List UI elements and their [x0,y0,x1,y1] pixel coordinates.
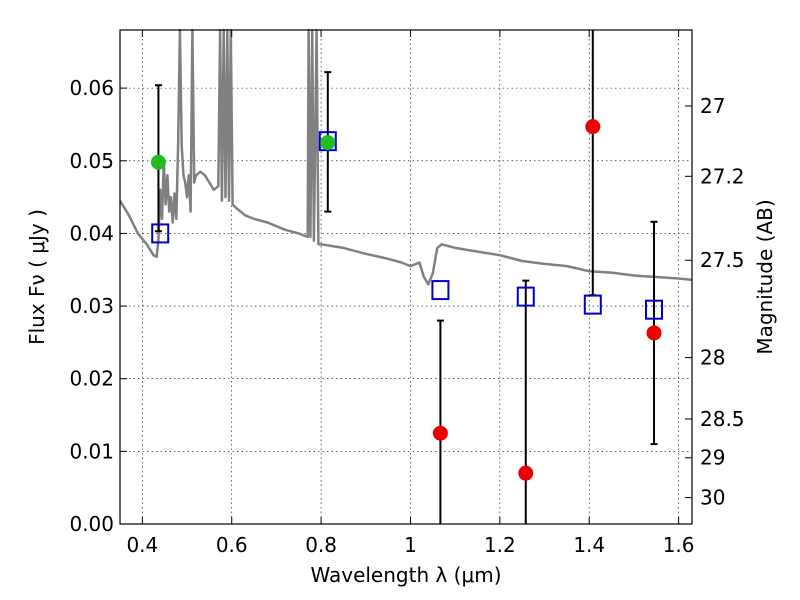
error-bar [436,319,444,524]
x-axis-label: Wavelength λ (μm) [310,563,501,587]
x-tick-label: 1.2 [484,533,516,557]
x-tick-label: 0.8 [305,533,337,557]
flux-square-marker [645,299,664,320]
flux-square-marker [431,280,450,301]
right-tick-label: 28 [700,346,725,370]
x-axis-ticks: 0.4 0.6 0.8 1 1.2 1.4 1.6 [126,30,695,557]
model-spectrum [118,28,693,286]
photometry-point [585,119,601,135]
error-bar [522,279,530,524]
photometry-point [646,325,662,341]
flux-square-marker [318,131,337,152]
y-tick-label: 0.01 [69,439,114,463]
plot-frame [119,29,693,525]
y-tick-label: 0.06 [69,76,114,100]
right-tick-label: 30 [700,486,725,510]
grid-lines [120,30,692,525]
y-tick-label: 0.03 [69,294,114,318]
x-tick-label: 1.6 [663,533,695,557]
right-tick-label: 27.5 [700,248,745,272]
photometry-point [432,425,448,441]
data-markers [150,119,664,481]
right-tick-label: 27.2 [700,164,745,188]
x-tick-label: 0.4 [126,533,158,557]
flux-square-marker [516,286,535,307]
model-spectrum-line [118,28,693,286]
y-tick-label: 0.02 [69,367,114,391]
error-bar [589,30,597,297]
right-tick-label: 29 [700,446,725,470]
photometry-point [320,135,336,151]
right-axis-ticks: 27 27.2 27.5 28 28.5 29 30 [685,94,745,510]
photometry-point [518,465,534,481]
right-tick-label: 28.5 [700,407,745,431]
y-axis-label: Flux Fν ( μJy ) [25,209,49,345]
y-tick-label: 0.05 [69,149,114,173]
photometry-point [150,154,166,170]
x-tick-label: 1 [404,533,417,557]
flux-square-marker [151,223,170,244]
flux-square-marker [583,294,602,315]
x-tick-label: 0.6 [216,533,248,557]
x-tick-label: 1.4 [573,533,605,557]
y-axis-ticks: 0.00 0.01 0.02 0.03 0.04 0.05 0.06 [69,76,127,536]
right-axis-label: Magnitude (AB) [753,199,777,354]
right-tick-label: 27 [700,94,725,118]
y-tick-label: 0.00 [69,512,114,536]
y-tick-label: 0.04 [69,221,114,245]
